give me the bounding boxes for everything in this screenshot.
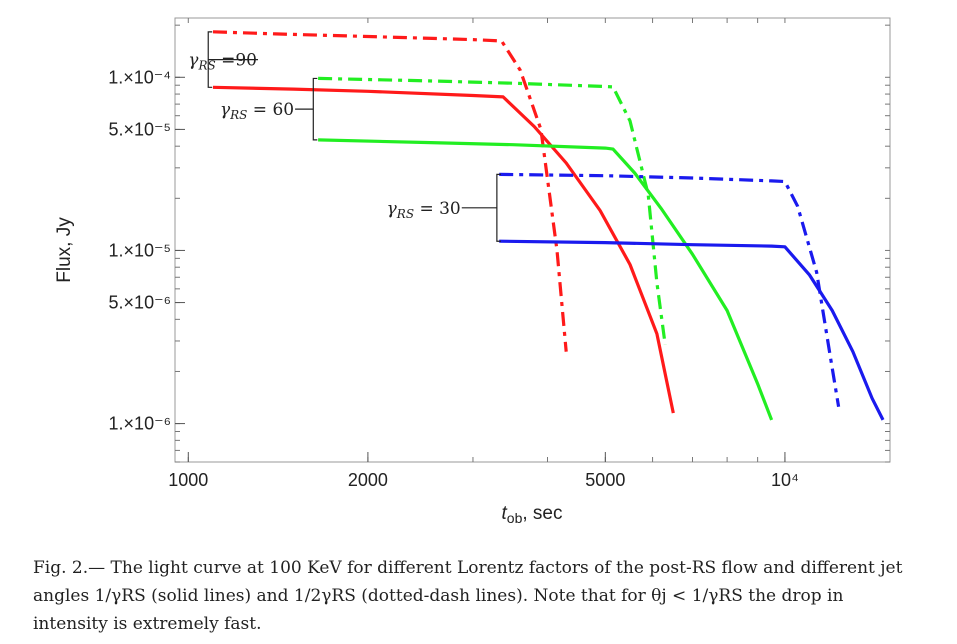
- light-curve-chart: γRS =90 γRS = 60 γRS = 30 1000 2000 5000 10⁴ 1…: [54, 17, 891, 526]
- figure-caption: Fig. 2.— The light curve at 100 KeV for …: [33, 558, 903, 634]
- annotation-bracket: [207, 31, 213, 88]
- series-line-5-dotdash: [499, 172, 841, 408]
- x-tick-label: 10⁴: [771, 470, 799, 490]
- series-line-1-dotdash: [212, 30, 568, 352]
- series-line-4-solid: [318, 138, 774, 421]
- y-tick-label: 5.×10⁻⁵: [108, 119, 171, 139]
- series-line-2-solid: [212, 85, 675, 414]
- series-line-3-dotdash: [318, 76, 667, 346]
- x-tick-label: 5000: [585, 470, 625, 490]
- annotation-bracket: [496, 173, 501, 242]
- y-tick-label: 1.×10⁻⁴: [108, 67, 171, 87]
- annotation-label: γRS = 30: [387, 199, 461, 221]
- series-line-6-solid: [499, 239, 885, 421]
- annotation-label: γRS =90: [188, 51, 257, 73]
- plot-frame: [174, 17, 891, 463]
- y-tick-label: 1.×10⁻⁵: [108, 240, 171, 260]
- y-tick-label: 5.×10⁻⁶: [109, 293, 171, 313]
- y-axis-label: Flux, Jy: [54, 217, 75, 283]
- x-tick-label: 1000: [168, 470, 208, 490]
- annotation-label: γRS = 60: [220, 100, 294, 122]
- annotation-bracket: [312, 77, 318, 141]
- x-tick-label: 2000: [348, 470, 388, 490]
- y-tick-label: 1.×10⁻⁶: [109, 414, 171, 434]
- x-axis-label: tob, sec: [502, 503, 563, 526]
